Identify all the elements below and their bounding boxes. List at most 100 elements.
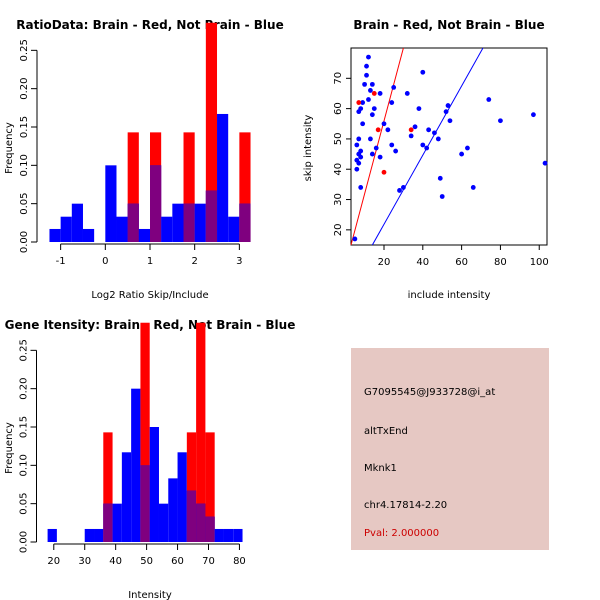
p1-y-tick-label: 0.00 [19, 231, 30, 253]
scatter-point-not-brain [397, 188, 402, 193]
scatter-point-not-brain [486, 97, 492, 102]
scatter-point-not-brain [391, 85, 397, 90]
intensity-scatter-title: Brain - Red, Not Brain - Blue [353, 18, 544, 32]
p3-y-tick-label: 0.10 [19, 454, 30, 476]
p3-x-tick-label: 20 [47, 556, 60, 567]
scatter-point-not-brain [356, 136, 362, 142]
pval-text: Pval: 2.000000 [364, 528, 439, 539]
scatter-point-not-brain [385, 127, 391, 133]
p1-y-tick-label: 0.10 [19, 154, 30, 176]
p1-bar-overlap [150, 165, 162, 242]
p3-bar-overlap [205, 516, 215, 542]
p3-bar-not-brain [214, 528, 224, 542]
p3-y-tick-label: 0.00 [19, 531, 30, 553]
scatter-point-not-brain [470, 185, 476, 190]
p1-x-tick-label: 3 [236, 256, 242, 267]
scatter-point-not-brain [389, 100, 395, 105]
info-panel: G7095545@J933728@i_at altTxEnd Mknk1 chr… [351, 348, 549, 550]
scatter-x-tick-label: 60 [455, 257, 468, 268]
scatter-point-not-brain [412, 124, 418, 130]
location-text: chr4.17814-2.20 [364, 500, 447, 511]
p3-y-tick-label: 0.05 [19, 493, 30, 515]
scatter-y-tick-label: 50 [333, 133, 344, 146]
scatter-point-not-brain [447, 118, 453, 124]
p3-bar-not-brain [149, 427, 159, 542]
gene-intensity-histogram-panel: Gene Itensity: Brain - Red, Not Brain - … [4, 318, 295, 600]
probe-id-text: G7095545@J933728@i_at [364, 387, 495, 398]
p1-bar-brain [239, 132, 251, 242]
intensity-scatter-frame [350, 47, 548, 246]
p3-bar-not-brain [84, 528, 95, 542]
p3-bar-brain [205, 432, 215, 542]
scatter-point-not-brain [369, 81, 375, 87]
scatter-point-not-brain [408, 133, 414, 139]
p1-bar-not-brain [194, 203, 206, 242]
scatter-point-not-brain [364, 63, 369, 69]
scatter-point-not-brain [435, 136, 441, 142]
scatter-point-not-brain [424, 145, 430, 151]
scatter-point-not-brain [465, 145, 470, 151]
gene-intensity-histogram-bars [47, 322, 243, 542]
scatter-point-not-brain [369, 151, 375, 157]
p1-y-tick-label: 0.15 [19, 116, 30, 138]
p3-bar-not-brain [233, 528, 243, 542]
p1-bar-not-brain [161, 216, 173, 242]
p1-bar-not-brain [228, 216, 240, 242]
p1-bar-not-brain [217, 113, 229, 242]
p3-bar-not-brain [177, 452, 187, 542]
intensity-scatter-points [352, 54, 548, 242]
scatter-point-not-brain [445, 103, 451, 108]
p3-bar-not-brain [131, 388, 141, 542]
scatter-y-tick-label: 30 [333, 193, 344, 206]
p3-bar-brain [196, 322, 206, 542]
p3-bar-not-brain [47, 528, 57, 542]
p1-bar-not-brain [49, 228, 61, 242]
scatter-point-not-brain [443, 109, 449, 115]
p1-bar-not-brain [60, 216, 72, 242]
p3-x-tick-label: 80 [233, 556, 246, 567]
scatter-point-not-brain [377, 91, 383, 96]
scatter-point-not-brain [358, 154, 364, 160]
scatter-point-not-brain [377, 154, 383, 160]
p3-bar-not-brain [112, 503, 122, 542]
p3-bar-not-brain [121, 452, 132, 542]
scatter-point-not-brain [352, 236, 358, 242]
gene-intensity-histogram-ylabel: Frequency [4, 422, 15, 474]
scatter-point-not-brain [432, 130, 437, 136]
p3-x-tick-label: 40 [109, 556, 122, 567]
intensity-scatter-ylabel: skip intensity [303, 115, 314, 182]
p3-bar-brain [186, 432, 197, 542]
scatter-point-not-brain [420, 142, 426, 148]
p1-y-tick-label: 0.20 [19, 78, 30, 100]
scatter-point-not-brain [362, 81, 367, 87]
scatter-point-not-brain [356, 160, 362, 166]
p1-bar-overlap [127, 203, 139, 242]
p1-bar-overlap [239, 203, 251, 242]
scatter-point-not-brain [416, 106, 422, 112]
scatter-point-not-brain [400, 185, 406, 190]
p1-bar-not-brain [71, 203, 83, 242]
p1-bar-not-brain [116, 216, 128, 242]
ratio-histogram-bars [49, 22, 251, 242]
p1-bar-not-brain [138, 228, 150, 242]
scatter-point-not-brain [354, 142, 360, 148]
scatter-point-not-brain [364, 72, 369, 78]
scatter-point-not-brain [360, 100, 366, 105]
gene-name-text: Mknk1 [364, 463, 397, 474]
scatter-y-tick-label: 70 [333, 72, 344, 85]
scatter-point-not-brain [366, 54, 371, 60]
ratio-histogram-axes: -1 0 1 2 3 0.00 0.05 0.10 0.15 0.20 0.25 [19, 39, 243, 267]
ratio-histogram-xlabel: Log2 Ratio Skip/Include [91, 290, 208, 301]
scatter-point-not-brain [389, 142, 395, 148]
p3-bar-not-brain [94, 528, 104, 542]
p1-x-tick-label: 1 [147, 256, 153, 267]
scatter-point-not-brain [369, 112, 375, 118]
p3-bar-brain [103, 432, 113, 542]
gene-intensity-histogram-xlabel: Intensity [128, 590, 172, 600]
scatter-point-brain [371, 91, 377, 96]
p3-bar-not-brain [158, 503, 169, 542]
p3-bar-overlap [103, 503, 113, 542]
scatter-point-brain [408, 127, 414, 133]
p3-bar-overlap [140, 465, 150, 542]
